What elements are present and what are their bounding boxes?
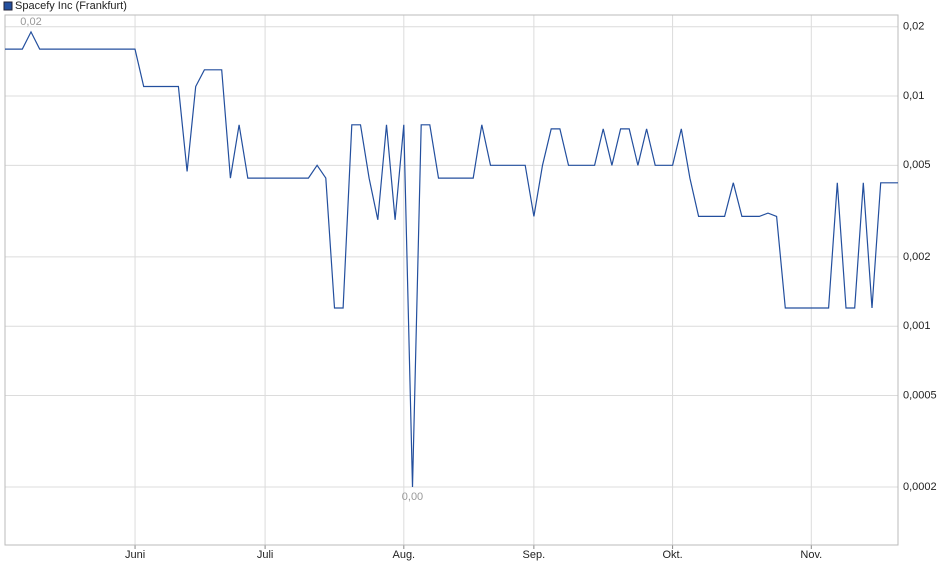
y-tick-label: 0,005 [903,159,931,171]
x-tick-label: Okt. [662,549,682,561]
x-tick-label: Nov. [800,549,822,561]
x-tick-label: Juni [125,549,145,561]
legend-label: Spacefy Inc (Frankfurt) [15,0,127,12]
x-tick-label: Aug. [392,549,415,561]
y-tick-label: 0,01 [903,90,924,102]
y-tick-label: 0,0005 [903,389,937,401]
y-tick-label: 0,002 [903,251,931,263]
x-tick-label: Sep. [523,549,546,561]
line [5,30,898,488]
plot-frame [4,14,899,546]
y-tick-label: 0,001 [903,320,931,332]
legend-swatch [3,1,13,11]
y-tick-label: 0,02 [903,21,924,33]
y-tick-label: 0,0002 [903,481,937,493]
value-label: 0,02 [20,16,41,28]
value-label: 0,00 [402,491,423,503]
x-tick-label: Juli [257,549,274,561]
